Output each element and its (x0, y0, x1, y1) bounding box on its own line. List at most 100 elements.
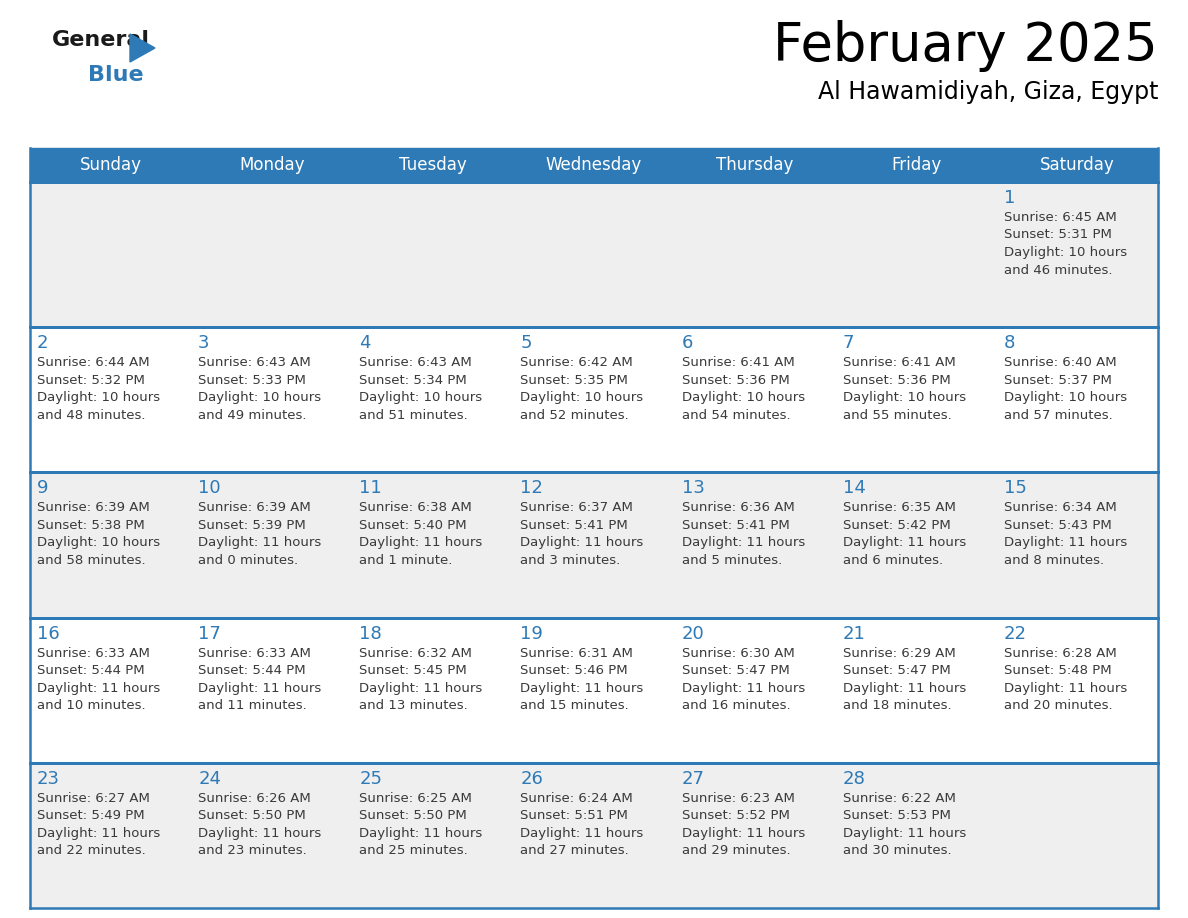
Bar (513, 618, 675, 763)
Text: Sunset: 5:50 PM: Sunset: 5:50 PM (198, 810, 305, 823)
Text: Sunset: 5:49 PM: Sunset: 5:49 PM (37, 810, 145, 823)
Text: 5: 5 (520, 334, 532, 353)
Bar (675, 148, 835, 182)
Text: Daylight: 11 hours: Daylight: 11 hours (198, 681, 322, 695)
Bar (997, 618, 1158, 763)
Text: Daylight: 11 hours: Daylight: 11 hours (520, 536, 644, 549)
Text: Sunrise: 6:24 AM: Sunrise: 6:24 AM (520, 792, 633, 805)
Text: February 2025: February 2025 (773, 20, 1158, 72)
Text: and 55 minutes.: and 55 minutes. (842, 409, 952, 421)
Bar (191, 182, 353, 327)
Bar (997, 182, 1158, 327)
Text: 18: 18 (359, 624, 383, 643)
Text: Sunrise: 6:43 AM: Sunrise: 6:43 AM (359, 356, 472, 369)
Text: Sunset: 5:41 PM: Sunset: 5:41 PM (520, 519, 628, 532)
Text: Saturday: Saturday (1040, 156, 1114, 174)
Text: Sunrise: 6:29 AM: Sunrise: 6:29 AM (842, 646, 955, 660)
Bar (835, 763, 997, 908)
Text: Daylight: 11 hours: Daylight: 11 hours (842, 536, 966, 549)
Bar (675, 473, 835, 618)
Text: Sunrise: 6:44 AM: Sunrise: 6:44 AM (37, 356, 150, 369)
Text: and 27 minutes.: and 27 minutes. (520, 845, 630, 857)
Text: and 52 minutes.: and 52 minutes. (520, 409, 630, 421)
Text: Daylight: 11 hours: Daylight: 11 hours (359, 681, 482, 695)
Text: Sunrise: 6:38 AM: Sunrise: 6:38 AM (359, 501, 472, 514)
Text: Daylight: 10 hours: Daylight: 10 hours (1004, 246, 1127, 259)
Text: 1: 1 (1004, 189, 1016, 207)
Text: Sunrise: 6:45 AM: Sunrise: 6:45 AM (1004, 211, 1117, 224)
Text: Daylight: 11 hours: Daylight: 11 hours (682, 536, 804, 549)
Text: Sunrise: 6:36 AM: Sunrise: 6:36 AM (682, 501, 795, 514)
Text: and 58 minutes.: and 58 minutes. (37, 554, 146, 567)
Text: Sunset: 5:42 PM: Sunset: 5:42 PM (842, 519, 950, 532)
Text: 23: 23 (37, 770, 61, 788)
Text: 9: 9 (37, 479, 49, 498)
Text: Sunrise: 6:25 AM: Sunrise: 6:25 AM (359, 792, 472, 805)
Bar (675, 618, 835, 763)
Text: Daylight: 11 hours: Daylight: 11 hours (198, 827, 322, 840)
Bar (353, 148, 513, 182)
Text: Sunrise: 6:39 AM: Sunrise: 6:39 AM (198, 501, 311, 514)
Bar (997, 327, 1158, 473)
Text: Sunset: 5:52 PM: Sunset: 5:52 PM (682, 810, 790, 823)
Text: and 10 minutes.: and 10 minutes. (37, 700, 146, 712)
Text: Daylight: 10 hours: Daylight: 10 hours (359, 391, 482, 404)
Text: and 20 minutes.: and 20 minutes. (1004, 700, 1112, 712)
Text: Daylight: 11 hours: Daylight: 11 hours (37, 827, 160, 840)
Bar (675, 763, 835, 908)
Text: and 25 minutes.: and 25 minutes. (359, 845, 468, 857)
Text: Sunrise: 6:40 AM: Sunrise: 6:40 AM (1004, 356, 1117, 369)
Text: Daylight: 11 hours: Daylight: 11 hours (842, 827, 966, 840)
Text: Tuesday: Tuesday (399, 156, 467, 174)
Text: Sunset: 5:38 PM: Sunset: 5:38 PM (37, 519, 145, 532)
Bar (835, 473, 997, 618)
Text: Daylight: 11 hours: Daylight: 11 hours (682, 681, 804, 695)
Text: Sunrise: 6:28 AM: Sunrise: 6:28 AM (1004, 646, 1117, 660)
Text: and 49 minutes.: and 49 minutes. (198, 409, 307, 421)
Text: Sunrise: 6:32 AM: Sunrise: 6:32 AM (359, 646, 472, 660)
Text: 12: 12 (520, 479, 543, 498)
Text: 7: 7 (842, 334, 854, 353)
Bar (353, 763, 513, 908)
Text: 4: 4 (359, 334, 371, 353)
Text: Sunset: 5:33 PM: Sunset: 5:33 PM (198, 374, 307, 386)
Bar (353, 473, 513, 618)
Text: and 13 minutes.: and 13 minutes. (359, 700, 468, 712)
Text: and 30 minutes.: and 30 minutes. (842, 845, 952, 857)
Text: 20: 20 (682, 624, 704, 643)
Text: Sunset: 5:53 PM: Sunset: 5:53 PM (842, 810, 950, 823)
Bar (513, 148, 675, 182)
Bar (835, 327, 997, 473)
Text: Sunrise: 6:23 AM: Sunrise: 6:23 AM (682, 792, 795, 805)
Text: and 29 minutes.: and 29 minutes. (682, 845, 790, 857)
Text: Daylight: 10 hours: Daylight: 10 hours (520, 391, 644, 404)
Text: Sunrise: 6:27 AM: Sunrise: 6:27 AM (37, 792, 150, 805)
Bar (30, 327, 191, 473)
Bar (997, 473, 1158, 618)
Bar (30, 148, 191, 182)
Text: Daylight: 11 hours: Daylight: 11 hours (198, 536, 322, 549)
Text: Sunset: 5:31 PM: Sunset: 5:31 PM (1004, 229, 1112, 241)
Text: and 15 minutes.: and 15 minutes. (520, 700, 630, 712)
Bar (513, 327, 675, 473)
Text: Daylight: 11 hours: Daylight: 11 hours (1004, 681, 1127, 695)
Bar (191, 763, 353, 908)
Text: 11: 11 (359, 479, 383, 498)
Text: Daylight: 11 hours: Daylight: 11 hours (520, 827, 644, 840)
Text: Sunset: 5:34 PM: Sunset: 5:34 PM (359, 374, 467, 386)
Bar (30, 618, 191, 763)
Text: Sunset: 5:41 PM: Sunset: 5:41 PM (682, 519, 789, 532)
Text: Daylight: 10 hours: Daylight: 10 hours (198, 391, 321, 404)
Text: Sunrise: 6:37 AM: Sunrise: 6:37 AM (520, 501, 633, 514)
Text: Sunrise: 6:39 AM: Sunrise: 6:39 AM (37, 501, 150, 514)
Text: Sunset: 5:39 PM: Sunset: 5:39 PM (198, 519, 305, 532)
Text: 16: 16 (37, 624, 59, 643)
Text: and 23 minutes.: and 23 minutes. (198, 845, 307, 857)
Text: Sunset: 5:44 PM: Sunset: 5:44 PM (37, 664, 145, 677)
Text: and 57 minutes.: and 57 minutes. (1004, 409, 1113, 421)
Text: Daylight: 10 hours: Daylight: 10 hours (682, 391, 804, 404)
Text: Sunrise: 6:33 AM: Sunrise: 6:33 AM (37, 646, 150, 660)
Bar (513, 182, 675, 327)
Text: 3: 3 (198, 334, 209, 353)
Bar (353, 618, 513, 763)
